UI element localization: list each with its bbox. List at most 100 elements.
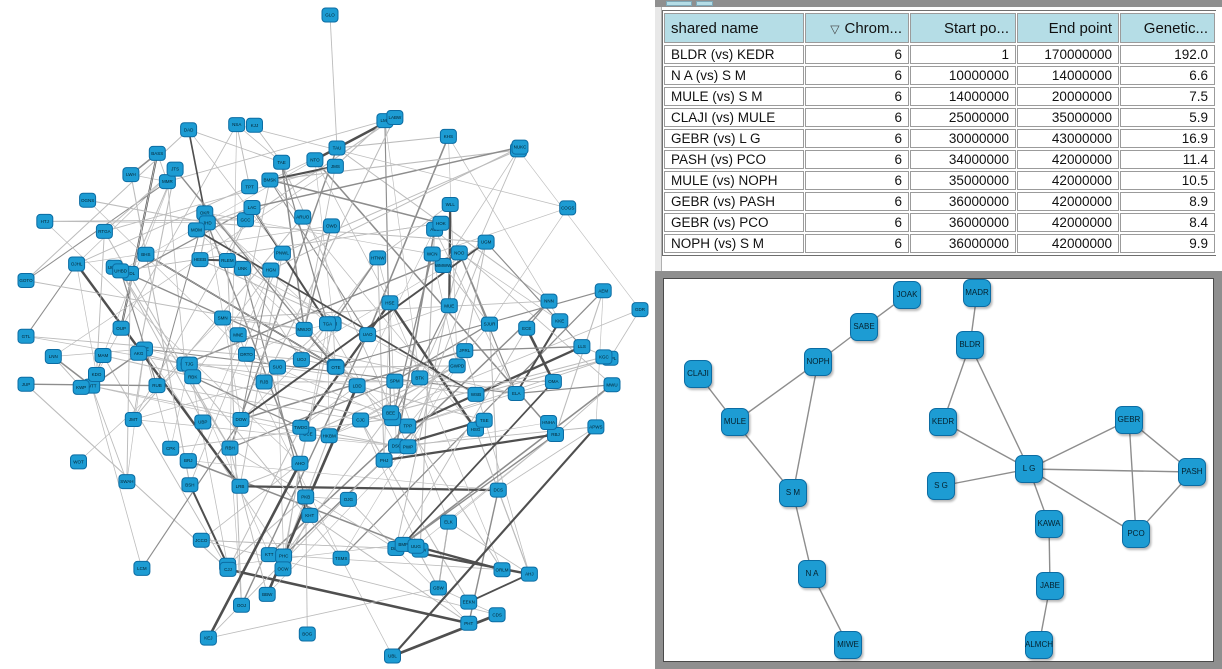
dense-node[interactable] — [386, 110, 404, 125]
dense-node[interactable] — [321, 7, 339, 23]
table-row[interactable]: BLDR (vs) KEDR 6 1 170000000 192.0 — [664, 45, 1215, 64]
network-node-PCO[interactable]: PCO — [1122, 520, 1150, 548]
dense-node[interactable] — [133, 560, 151, 576]
dense-node[interactable] — [319, 316, 336, 332]
dense-node[interactable] — [328, 140, 346, 156]
dense-node[interactable] — [559, 200, 577, 216]
subnetwork-edge[interactable] — [940, 468, 1030, 487]
dense-node[interactable] — [411, 370, 429, 386]
dense-node[interactable] — [130, 345, 148, 361]
dense-node[interactable] — [594, 283, 612, 299]
dense-node[interactable] — [274, 561, 292, 577]
network-node-LG[interactable]: L G — [1015, 455, 1043, 483]
dense-node[interactable] — [475, 412, 493, 428]
dense-node[interactable] — [246, 117, 263, 133]
dense-node[interactable] — [273, 154, 291, 170]
dense-node[interactable] — [587, 419, 605, 435]
dense-node[interactable] — [297, 489, 315, 505]
dense-node[interactable] — [326, 158, 344, 174]
subnetwork-edge[interactable] — [792, 361, 819, 494]
dense-node[interactable] — [194, 414, 212, 430]
network-node-SG[interactable]: S G — [927, 472, 955, 500]
table-row[interactable]: CLAJI (vs) MULE 6 25000000 35000000 5.9 — [664, 108, 1215, 127]
dense-network-canvas[interactable]: GLOTAUBHSTGLWWLLOWDBMSKUAOHKBMUOJWTTSPMT… — [0, 0, 655, 669]
dense-node[interactable] — [631, 302, 649, 318]
dense-node[interactable] — [493, 562, 511, 578]
subnetwork-edge[interactable] — [1128, 419, 1137, 535]
dense-node[interactable] — [295, 321, 313, 337]
dense-node[interactable] — [573, 339, 591, 355]
dense-node[interactable] — [375, 452, 393, 468]
dense-node[interactable] — [327, 359, 345, 375]
dense-node[interactable] — [440, 298, 458, 314]
dense-node[interactable] — [540, 415, 558, 430]
dense-node[interactable] — [238, 346, 255, 362]
scrollbar-thumb[interactable] — [666, 1, 692, 6]
dense-node[interactable] — [199, 630, 217, 646]
network-node-ALMCH[interactable]: ALMCH — [1025, 631, 1053, 659]
column-header-3[interactable]: End point — [1017, 13, 1119, 43]
dense-node[interactable] — [187, 222, 205, 238]
dense-node[interactable] — [258, 586, 276, 602]
dense-node[interactable] — [399, 418, 417, 434]
dense-node[interactable] — [489, 482, 507, 498]
column-header-2[interactable]: Start po... — [910, 13, 1016, 43]
dense-node[interactable] — [441, 197, 459, 212]
dense-node[interactable] — [518, 320, 536, 336]
dense-node[interactable] — [332, 550, 350, 566]
dense-node[interactable] — [298, 626, 316, 642]
dense-node[interactable] — [439, 128, 457, 144]
dense-node[interactable] — [273, 245, 291, 261]
dense-node[interactable] — [551, 313, 569, 329]
dense-node[interactable] — [181, 477, 199, 493]
dense-node[interactable] — [369, 250, 387, 266]
network-node-NOPH[interactable]: NOPH — [804, 348, 832, 376]
dense-node[interactable] — [243, 200, 261, 215]
dense-node[interactable] — [221, 440, 239, 456]
dense-node[interactable] — [339, 491, 357, 507]
dense-node[interactable] — [301, 507, 319, 523]
dense-node[interactable] — [306, 152, 324, 168]
column-header-0[interactable]: shared name — [664, 13, 804, 43]
dense-node[interactable] — [481, 316, 498, 332]
dense-node[interactable] — [323, 218, 340, 234]
dense-node[interactable] — [467, 386, 485, 402]
scrollbar-thumb[interactable] — [696, 1, 713, 6]
dense-node[interactable] — [320, 428, 338, 444]
dense-node[interactable] — [603, 377, 621, 393]
table-row[interactable]: PASH (vs) PCO 6 34000000 42000000 11.4 — [664, 150, 1215, 169]
table-row[interactable]: MULE (vs) S M 6 14000000 20000000 7.5 — [664, 87, 1215, 106]
dense-node[interactable] — [450, 245, 468, 261]
dense-node[interactable] — [595, 349, 613, 365]
table-row[interactable]: NOPH (vs) S M 6 36000000 42000000 9.9 — [664, 234, 1215, 253]
dense-node[interactable] — [407, 538, 425, 554]
network-node-SABE[interactable]: SABE — [850, 313, 878, 341]
table-row[interactable]: GEBR (vs) PASH 6 36000000 42000000 8.9 — [664, 192, 1215, 211]
dense-node[interactable] — [229, 327, 247, 343]
dense-node[interactable] — [460, 594, 478, 610]
dense-node[interactable] — [359, 327, 377, 343]
dense-node[interactable] — [148, 145, 166, 161]
dense-node[interactable] — [68, 256, 86, 272]
dense-node[interactable] — [214, 310, 232, 326]
table-row[interactable]: N A (vs) S M 6 10000000 14000000 6.6 — [664, 66, 1215, 85]
dense-node[interactable] — [166, 161, 184, 177]
dense-node[interactable] — [148, 378, 166, 394]
subnetwork-canvas[interactable]: JOAK SABE NOPH CLAJI MULE S M N A MIWE MADR BLDR K… — [663, 278, 1214, 662]
dense-node[interactable] — [381, 295, 399, 311]
dense-node[interactable] — [540, 293, 558, 309]
dense-node[interactable] — [399, 439, 417, 455]
network-node-MADR[interactable]: MADR — [963, 279, 991, 307]
dense-node[interactable] — [232, 412, 250, 427]
dense-node[interactable] — [292, 352, 310, 368]
dense-node[interactable] — [191, 252, 209, 268]
dense-node[interactable] — [17, 376, 35, 392]
dense-node[interactable] — [544, 374, 562, 389]
dense-node[interactable] — [162, 440, 180, 456]
dense-node[interactable] — [255, 374, 273, 390]
dense-node[interactable] — [386, 373, 404, 389]
dense-node[interactable] — [432, 215, 450, 231]
subnetwork-edge[interactable] — [969, 344, 1030, 470]
dense-node[interactable] — [118, 474, 136, 490]
dense-node[interactable] — [488, 607, 506, 623]
